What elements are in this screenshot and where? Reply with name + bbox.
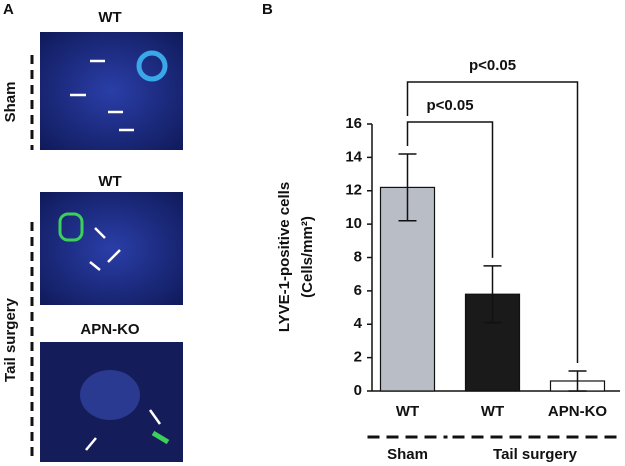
image-title: APN-KO bbox=[80, 321, 139, 338]
significance-label: p<0.05 bbox=[469, 57, 516, 74]
y-axis-title: LYVE-1-positive cells bbox=[276, 182, 293, 332]
error-bar bbox=[568, 370, 587, 392]
panel-label: B bbox=[262, 1, 273, 18]
significance-bracket bbox=[406, 81, 579, 363]
x-tick-label: APN-KO bbox=[548, 403, 607, 420]
y-tick-label: 2 bbox=[354, 349, 362, 366]
y-tick-label: 12 bbox=[345, 182, 362, 199]
error-bar bbox=[398, 153, 417, 222]
y-axis-title: (Cells/mm²) bbox=[299, 216, 316, 298]
image-title: WT bbox=[98, 173, 121, 190]
micrograph bbox=[40, 342, 183, 462]
group-label: Tail surgery bbox=[493, 446, 578, 463]
group-label: Sham bbox=[2, 82, 19, 123]
micrograph bbox=[40, 192, 183, 305]
significance-label: p<0.05 bbox=[426, 97, 473, 114]
y-tick-label: 6 bbox=[354, 282, 362, 299]
y-tick-label: 8 bbox=[354, 248, 362, 265]
x-tick-label: WT bbox=[481, 403, 504, 420]
y-tick-label: 14 bbox=[345, 148, 362, 165]
x-tick-label: WT bbox=[396, 403, 419, 420]
panel-label: A bbox=[3, 1, 14, 18]
y-tick-label: 10 bbox=[345, 215, 362, 232]
error-bar bbox=[483, 265, 502, 324]
significance-bracket bbox=[406, 121, 494, 258]
group-label: Sham bbox=[387, 446, 428, 463]
y-tick-label: 16 bbox=[345, 115, 362, 132]
y-tick-label: 4 bbox=[354, 315, 363, 332]
y-tick-label: 0 bbox=[354, 382, 362, 399]
micrograph bbox=[40, 32, 183, 150]
group-label: Tail surgery bbox=[2, 297, 19, 382]
image-title: WT bbox=[98, 9, 121, 26]
